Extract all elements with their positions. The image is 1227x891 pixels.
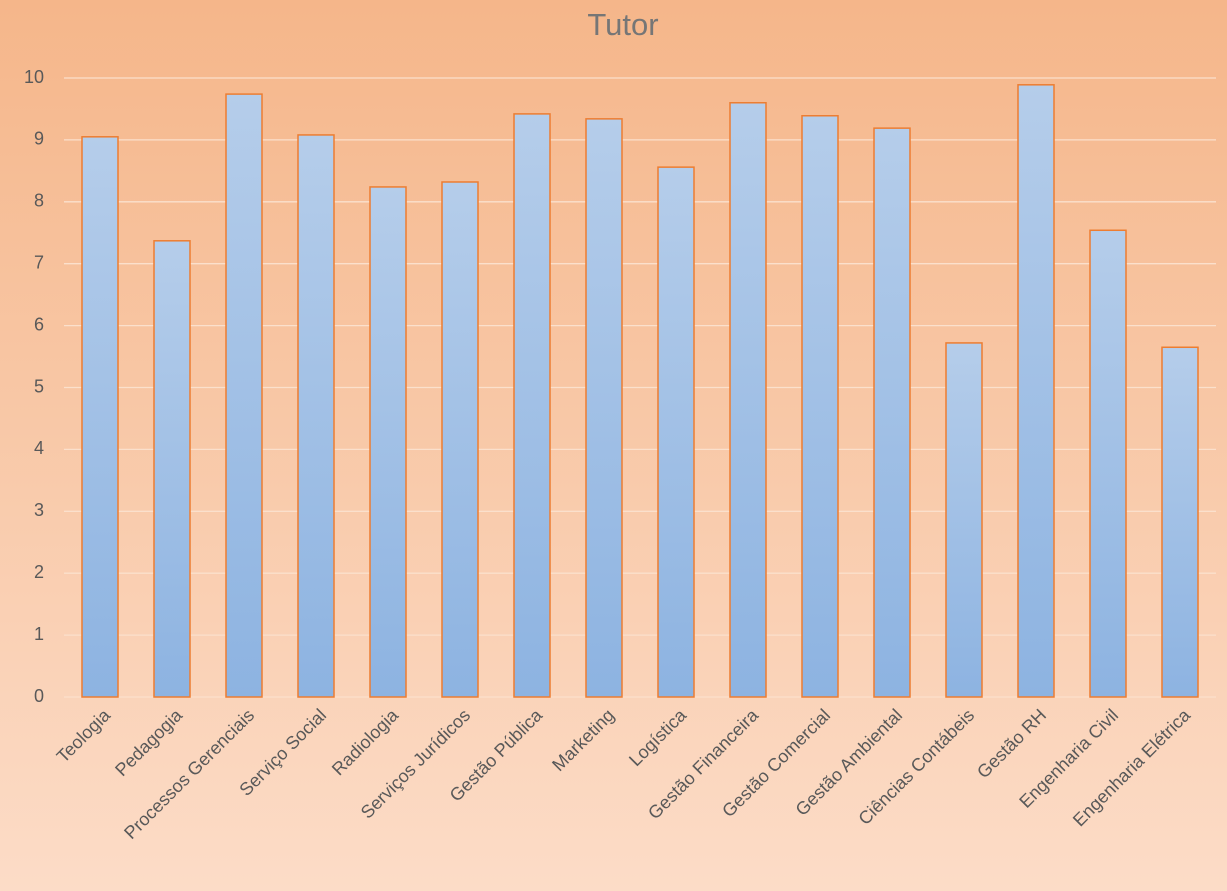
bar (297, 134, 335, 698)
bar (225, 93, 263, 698)
y-tick-label: 6 (34, 314, 44, 334)
y-tick-label: 0 (34, 686, 44, 706)
bar (1017, 84, 1055, 698)
y-tick-label: 4 (34, 438, 44, 458)
bar (81, 136, 119, 698)
bar (1161, 346, 1199, 698)
bar (1089, 229, 1127, 698)
y-tick-label: 8 (34, 191, 44, 211)
y-tick-label: 1 (34, 624, 44, 644)
bar (441, 181, 479, 698)
chart-title: Tutor (587, 7, 658, 42)
y-tick-label: 2 (34, 562, 44, 582)
y-tick-label: 10 (24, 67, 44, 87)
bar (801, 115, 839, 698)
bar (369, 186, 407, 698)
y-tick-label: 7 (34, 252, 44, 272)
bar (657, 166, 695, 698)
y-tick-label: 3 (34, 500, 44, 520)
bar (873, 127, 911, 698)
bar (153, 240, 191, 698)
y-tick-label: 5 (34, 376, 44, 396)
bar (513, 113, 551, 698)
bar (945, 342, 983, 698)
bar (585, 118, 623, 698)
bar (729, 102, 767, 698)
y-tick-label: 9 (34, 129, 44, 149)
